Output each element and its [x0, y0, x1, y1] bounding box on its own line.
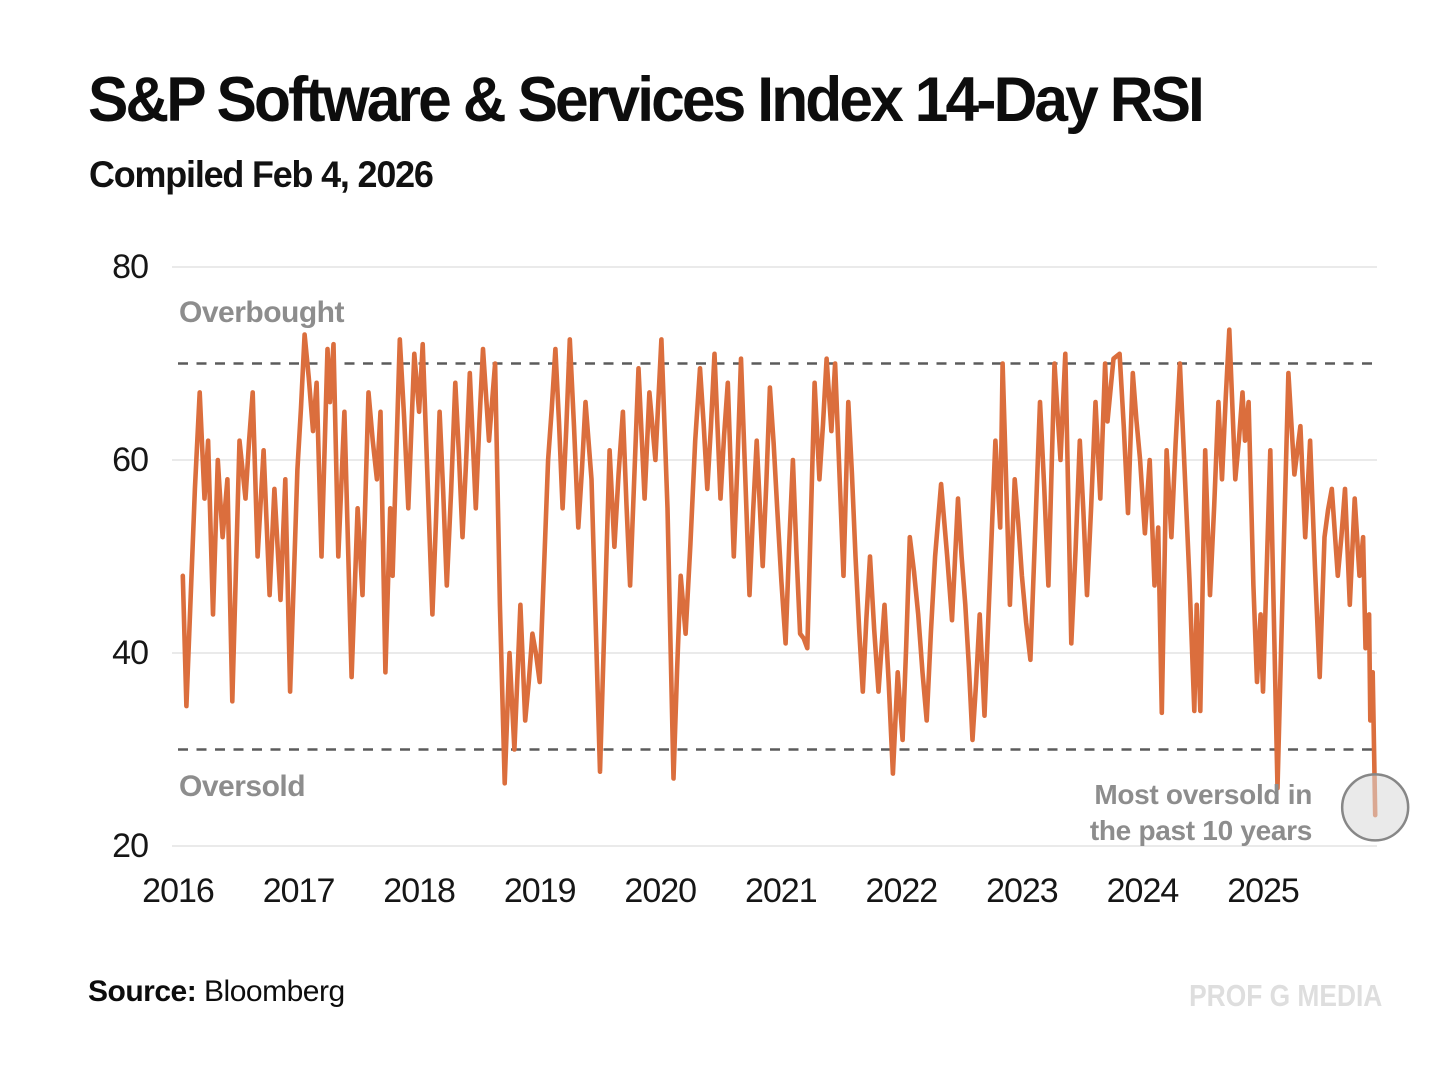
overbought-label: Overbought	[179, 296, 345, 329]
gridlines	[172, 266, 1377, 847]
y-tick-label: 40	[112, 634, 149, 672]
oversold-label: Oversold	[179, 770, 306, 803]
y-tick-label: 80	[112, 248, 149, 286]
annotation-line-1: Most oversold in	[1094, 779, 1312, 810]
x-tick-label: 2020	[624, 872, 697, 910]
page-title: S&P Software & Services Index 14-Day RSI	[88, 65, 1205, 135]
y-tick-label: 20	[112, 827, 149, 865]
highlight-circle	[1340, 773, 1410, 842]
rsi-series-line	[180, 327, 1378, 818]
x-tick-label: 2016	[142, 872, 215, 910]
x-tick-label: 2025	[1227, 872, 1300, 910]
x-tick-label: 2024	[1106, 872, 1180, 910]
source-value: Bloomberg	[204, 975, 345, 1008]
x-tick-label: 2017	[262, 872, 336, 910]
source-attribution: Source: Bloomberg	[88, 975, 345, 1009]
prof-g-media-watermark: PROF G MEDIA	[1188, 978, 1382, 1013]
source-label: Source:	[88, 975, 197, 1008]
x-tick-label: 2021	[744, 872, 818, 910]
annotation-line-2: the past 10 years	[1089, 815, 1312, 846]
most-oversold-annotation: Most oversold in the past 10 years	[1090, 777, 1312, 849]
x-tick-label: 2019	[503, 872, 577, 910]
x-tick-label: 2018	[383, 872, 456, 910]
x-tick-label: 2022	[865, 872, 939, 910]
y-tick-label: 60	[112, 441, 149, 479]
threshold-lines	[178, 362, 1377, 751]
x-tick-label: 2023	[986, 872, 1059, 910]
chart-subtitle: Compiled Feb 4, 2026	[89, 154, 434, 195]
